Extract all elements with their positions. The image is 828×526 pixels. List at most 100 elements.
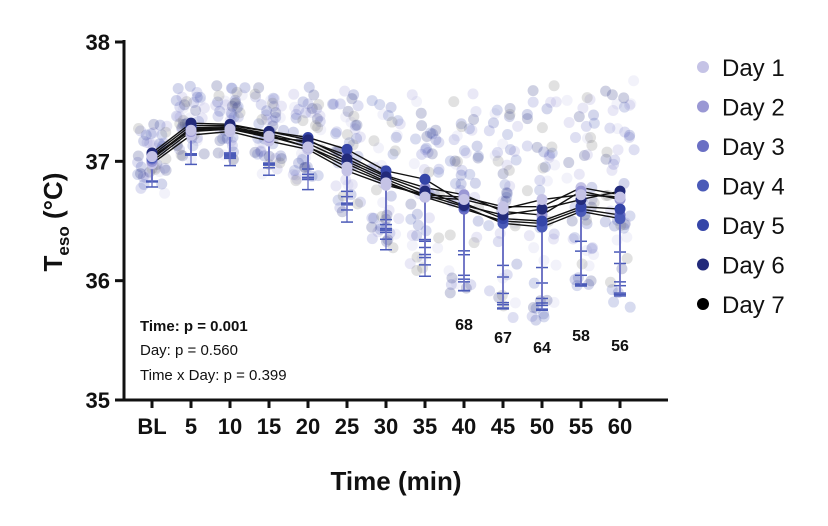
data-point xyxy=(231,102,243,114)
data-point xyxy=(299,162,311,174)
data-point xyxy=(270,152,282,164)
data-point xyxy=(489,150,501,162)
data-point xyxy=(521,185,533,197)
y-tick-label: 36 xyxy=(86,269,110,294)
data-point xyxy=(624,129,636,141)
data-point xyxy=(340,174,352,186)
data-point xyxy=(394,118,406,130)
data-point xyxy=(446,272,458,284)
data-point xyxy=(172,111,184,123)
data-point xyxy=(297,115,309,127)
mean-point xyxy=(614,191,626,203)
data-point xyxy=(268,100,280,112)
data-point xyxy=(586,181,598,193)
data-point xyxy=(229,98,241,110)
data-point xyxy=(267,115,279,127)
data-point xyxy=(492,236,504,248)
data-point xyxy=(492,147,504,159)
data-point xyxy=(174,118,186,130)
data-point xyxy=(161,120,173,132)
mean-point xyxy=(497,203,509,215)
data-point xyxy=(302,98,314,110)
data-point xyxy=(406,229,418,241)
data-point xyxy=(352,100,364,112)
data-point xyxy=(422,147,434,159)
data-point xyxy=(160,164,172,176)
data-point xyxy=(342,179,354,191)
data-point xyxy=(483,220,495,232)
data-point xyxy=(312,122,324,134)
data-point xyxy=(455,178,467,190)
data-point xyxy=(194,91,206,103)
data-point xyxy=(512,120,524,132)
data-point xyxy=(448,134,460,146)
data-point xyxy=(387,148,399,160)
data-point xyxy=(585,275,597,287)
data-point xyxy=(385,190,397,202)
data-point xyxy=(174,143,186,155)
data-point xyxy=(502,129,514,141)
data-point xyxy=(332,194,344,206)
data-point xyxy=(471,140,483,152)
legend-label: Day 2 xyxy=(722,95,785,122)
data-point xyxy=(586,242,598,254)
data-point xyxy=(543,151,555,163)
data-point xyxy=(290,175,302,187)
data-point xyxy=(624,210,636,222)
data-point xyxy=(226,82,238,94)
data-point xyxy=(624,99,636,111)
data-point xyxy=(293,157,305,169)
data-point xyxy=(616,263,628,275)
data-point xyxy=(253,82,265,94)
data-point xyxy=(229,94,241,106)
data-point xyxy=(417,262,429,274)
data-point xyxy=(345,116,357,128)
data-point xyxy=(351,119,363,131)
data-point xyxy=(549,159,561,171)
x-axis-label: Time (min) xyxy=(331,466,462,496)
data-point xyxy=(599,216,611,228)
n-label: 64 xyxy=(533,340,551,357)
data-point xyxy=(232,111,244,123)
data-point xyxy=(181,96,193,108)
mean-point xyxy=(185,124,197,136)
mean-point xyxy=(419,173,431,185)
data-point xyxy=(547,233,559,245)
data-point xyxy=(455,169,467,181)
n-label: 68 xyxy=(455,317,473,334)
data-point xyxy=(212,147,224,159)
data-point xyxy=(303,81,315,93)
data-point xyxy=(160,126,172,138)
data-point xyxy=(217,133,229,145)
data-point xyxy=(249,88,261,100)
data-point xyxy=(145,128,157,140)
data-point xyxy=(588,117,600,129)
data-point xyxy=(191,91,203,103)
data-point xyxy=(255,146,267,158)
data-point xyxy=(509,220,521,232)
data-point xyxy=(463,123,475,135)
data-point xyxy=(135,168,147,180)
data-point xyxy=(144,137,156,149)
data-point xyxy=(483,125,495,137)
data-point xyxy=(609,154,621,166)
data-point xyxy=(194,94,206,106)
data-point xyxy=(175,149,187,161)
data-point xyxy=(177,102,189,114)
data-point xyxy=(225,82,237,94)
data-point xyxy=(604,122,616,134)
data-point xyxy=(530,314,542,326)
data-point xyxy=(528,242,540,254)
data-point xyxy=(523,230,535,242)
data-point xyxy=(444,155,456,167)
data-point xyxy=(214,105,226,117)
data-point xyxy=(308,89,320,101)
data-point xyxy=(534,184,546,196)
data-point xyxy=(170,94,182,106)
data-point xyxy=(416,120,428,132)
data-point xyxy=(493,291,505,303)
data-point xyxy=(521,108,533,120)
data-point xyxy=(348,110,360,122)
data-point xyxy=(290,169,302,181)
data-point xyxy=(368,135,380,147)
